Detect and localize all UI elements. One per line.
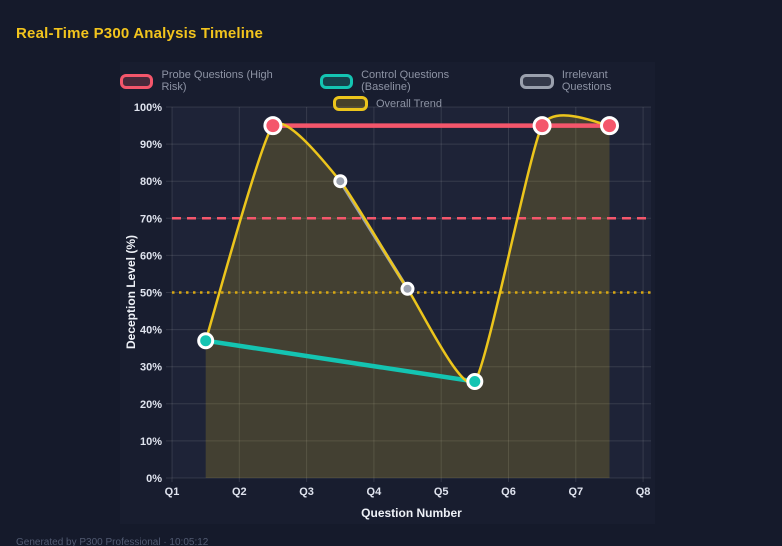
series-line	[203, 338, 478, 384]
data-point[interactable]	[600, 116, 619, 136]
y-tick-label: 60%	[140, 250, 162, 262]
x-tick-label: Q1	[165, 486, 180, 498]
y-tick-label: 40%	[140, 325, 162, 337]
trend-series-swatch-icon	[332, 96, 368, 111]
control-series-swatch-icon	[319, 73, 354, 89]
y-tick-label: 80%	[140, 176, 162, 188]
data-point[interactable]	[197, 332, 215, 350]
legend-row-1: Probe Questions (High Risk) Control Ques…	[120, 69, 655, 93]
legend-item-irrelevant-questions[interactable]: Irrelevant Questions	[520, 69, 655, 93]
y-tick-label: 90%	[140, 139, 162, 151]
y-tick-label: 10%	[140, 436, 162, 448]
legend-label-trend: Overall Trend	[375, 97, 443, 110]
legend-item-probe-questions[interactable]: Probe Questions (High Risk)	[120, 69, 294, 93]
y-tick-label: 100%	[134, 102, 162, 114]
y-tick-label: 20%	[140, 399, 162, 411]
legend-label-irrelevant: Irrelevant Questions	[561, 69, 612, 93]
x-axis-title: Question Number	[361, 506, 462, 520]
x-tick-label: Q5	[434, 486, 449, 498]
y-tick-label: 30%	[140, 362, 162, 374]
data-point[interactable]	[400, 281, 415, 296]
y-axis-title: Deception Level (%)	[124, 234, 138, 350]
data-point[interactable]	[263, 116, 283, 136]
x-tick-label: Q2	[232, 486, 247, 498]
y-tick-label: 0%	[146, 473, 162, 485]
legend-item-control-questions[interactable]: Control Questions (Baseline)	[319, 69, 495, 93]
legend-label-probe: Probe Questions (High Risk)	[161, 69, 273, 93]
irrelevant-series-swatch-icon	[520, 73, 554, 89]
y-tick-label: 70%	[140, 213, 162, 225]
y-tick-label: 50%	[140, 288, 162, 300]
probe-series-swatch-icon	[120, 73, 154, 89]
chart-legend: Probe Questions (High Risk) Control Ques…	[120, 69, 655, 111]
legend-label-control: Control Questions (Baseline)	[361, 69, 450, 93]
data-point[interactable]	[466, 373, 484, 390]
x-tick-label: Q4	[367, 486, 383, 498]
legend-item-overall-trend[interactable]: Overall Trend	[332, 96, 443, 111]
data-point[interactable]	[333, 174, 348, 189]
legend-row-2: Overall Trend	[332, 96, 443, 111]
data-point[interactable]	[532, 116, 552, 136]
trend-fill-area	[205, 115, 610, 478]
page-title: Real-Time P300 Analysis Timeline	[16, 25, 264, 42]
x-tick-label: Q7	[568, 486, 583, 498]
x-tick-label: Q3	[299, 486, 314, 498]
x-tick-label: Q6	[501, 486, 516, 498]
footer-note: Generated by P300 Professional · 10:05:1…	[16, 537, 209, 546]
x-tick-label: Q8	[636, 486, 651, 498]
